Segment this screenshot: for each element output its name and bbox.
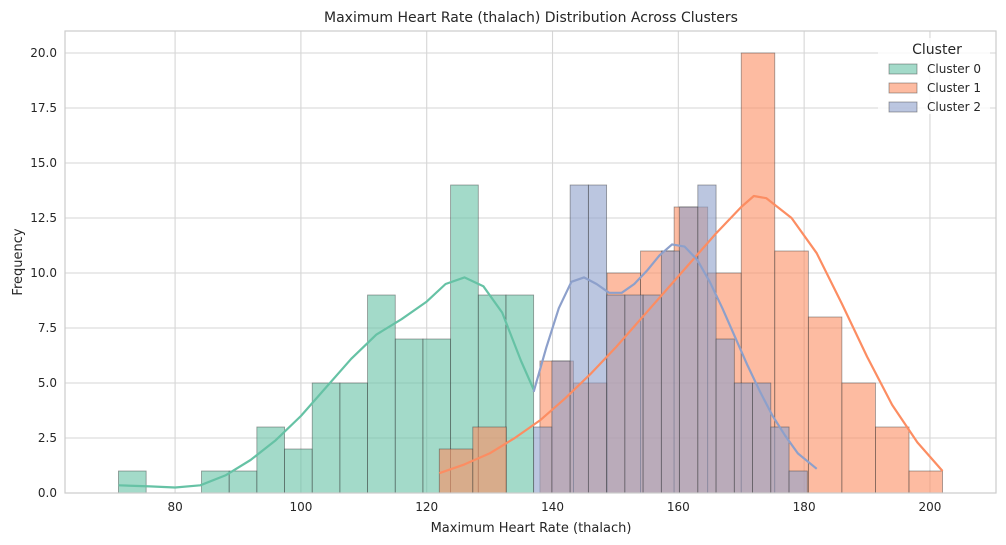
- histogram-bar: [807, 316, 843, 494]
- legend-swatch: [888, 101, 918, 113]
- y-tick-label: 15.0: [30, 156, 57, 170]
- histogram-bar: [733, 382, 753, 494]
- histogram-bar: [284, 448, 313, 494]
- histogram-bar: [505, 294, 535, 494]
- x-axis-title: Maximum Heart Rate (thalach): [431, 521, 632, 536]
- histogram-bar: [118, 470, 147, 494]
- y-tick-label: 17.5: [30, 101, 57, 115]
- histogram-bar: [569, 184, 589, 494]
- histogram-bar: [841, 382, 876, 494]
- histogram-bar: [551, 360, 571, 494]
- legend-label: Cluster 2: [927, 100, 981, 114]
- histogram-bar: [394, 338, 424, 494]
- legend-label: Cluster 0: [927, 62, 981, 76]
- legend-swatch: [888, 82, 918, 94]
- histogram-bar: [875, 426, 910, 494]
- legend: Cluster Cluster 0 Cluster 1 Cluster 2: [878, 38, 990, 114]
- y-axis-title: Frequency: [11, 228, 26, 295]
- histogram-bar: [339, 382, 368, 494]
- x-tick-label: 180: [793, 500, 816, 514]
- legend-items: Cluster 0 Cluster 1 Cluster 2: [888, 62, 981, 114]
- y-tick-label: 0.0: [38, 486, 57, 500]
- histogram-bar: [697, 184, 717, 494]
- legend-label: Cluster 1: [927, 81, 981, 95]
- y-tick-label: 7.5: [38, 321, 57, 335]
- x-tick-label: 120: [415, 500, 438, 514]
- histogram-bar: [642, 294, 662, 494]
- y-tick-label: 5.0: [38, 376, 57, 390]
- histogram-bar: [472, 426, 507, 494]
- x-tick-label: 200: [918, 500, 941, 514]
- histogram-bar: [908, 470, 943, 494]
- chart-title: Maximum Heart Rate (thalach) Distributio…: [324, 10, 738, 26]
- kde-curve-0: [118, 276, 535, 489]
- series-0-bars: [118, 184, 535, 494]
- histogram-bar: [606, 294, 626, 494]
- y-axis-ticks: 0.0 2.5 5.0 7.5 10.0 12.5 15.0 17.5 20.0: [30, 46, 57, 500]
- histogram-bar: [752, 382, 772, 494]
- histogram-bar: [715, 338, 735, 494]
- kde-curve-1: [438, 194, 944, 475]
- x-tick-label: 160: [667, 500, 690, 514]
- kde-curves: [118, 194, 944, 489]
- x-tick-label: 100: [289, 500, 312, 514]
- histogram-bar: [624, 294, 644, 494]
- plot-area-frame: [64, 30, 997, 494]
- legend-background: [878, 38, 990, 114]
- y-tick-label: 2.5: [38, 431, 57, 445]
- y-tick-label: 10.0: [30, 266, 57, 280]
- legend-title: Cluster: [912, 42, 962, 58]
- histogram-bar: [788, 470, 808, 494]
- legend-swatch: [888, 63, 918, 75]
- histogram-bar: [256, 426, 285, 494]
- y-tick-label: 12.5: [30, 211, 57, 225]
- histogram-bar: [587, 184, 608, 494]
- histogram-bars: [118, 52, 943, 494]
- histogram-bar: [228, 470, 258, 494]
- kde-curve-2: [532, 243, 818, 470]
- x-axis-ticks: 80 100 120 140 160 180 200: [167, 500, 941, 514]
- x-tick-label: 80: [167, 500, 182, 514]
- y-tick-label: 20.0: [30, 46, 57, 60]
- x-tick-label: 140: [541, 500, 564, 514]
- histogram-bar: [660, 250, 680, 494]
- histogram-bar: [533, 426, 553, 494]
